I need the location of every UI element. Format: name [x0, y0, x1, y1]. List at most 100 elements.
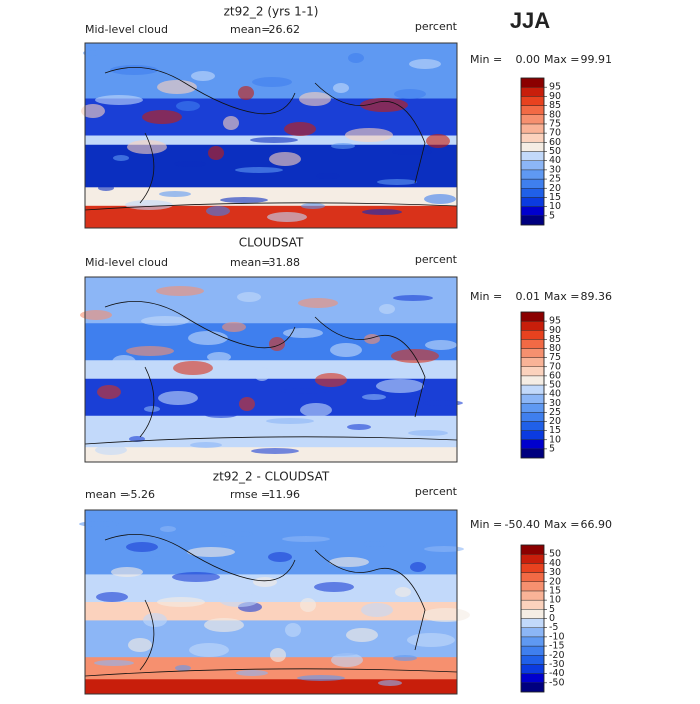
map-blob [360, 98, 408, 112]
map-blob [81, 104, 105, 118]
stat-value: 26.62 [269, 23, 301, 36]
colorbar-label: 0 [549, 613, 555, 624]
map-blob [174, 161, 206, 167]
map-blob [142, 110, 182, 124]
map-region [85, 602, 457, 621]
max-label: Max = [544, 53, 579, 66]
colorbar-label: -5 [549, 622, 558, 633]
map-blob [125, 200, 173, 210]
map-region [85, 620, 457, 658]
colorbar-box [520, 563, 545, 573]
colorbar-box [520, 664, 545, 674]
map-blob [394, 89, 426, 99]
colorbar-box [520, 197, 545, 207]
map-blob [377, 179, 417, 185]
map-blob [111, 567, 143, 577]
stat-value: -5.26 [127, 488, 155, 501]
map-blob [221, 531, 253, 537]
map-blob [253, 577, 277, 587]
colorbar-label: 90 [549, 325, 561, 336]
coastline [84, 534, 458, 677]
colorbar-label: 25 [549, 407, 561, 418]
map-blob [159, 191, 191, 197]
map-blob [206, 206, 230, 216]
colorbar-box [520, 357, 545, 367]
colorbar-box [520, 384, 545, 395]
map-blob [269, 337, 285, 351]
map-blob [395, 587, 411, 597]
colorbar-label: 75 [549, 118, 561, 129]
map-blob [284, 122, 316, 136]
map-frame [84, 509, 458, 695]
colorbar-box [520, 330, 545, 340]
map-blob [282, 536, 330, 542]
colorbar-frame [520, 77, 545, 226]
colorbar-label: -15 [549, 641, 565, 652]
colorbar-label: 85 [549, 100, 561, 111]
panel-title: zt92_2 - CLOUDSAT [213, 470, 330, 484]
map-blob [300, 403, 332, 417]
colorbar-label: 30 [549, 398, 561, 409]
coastline [84, 301, 458, 445]
map-blob [363, 541, 387, 547]
map-blob [426, 134, 450, 148]
map-blob [392, 149, 432, 155]
colorbar-box [520, 105, 545, 115]
colorbar-box [520, 311, 545, 322]
colorbar-box [520, 655, 545, 665]
map-blob [94, 660, 134, 666]
map-blob [331, 653, 363, 667]
map-blob [408, 430, 448, 436]
map-blob [222, 322, 246, 332]
map-blob [191, 71, 215, 81]
map-blob [79, 521, 119, 527]
map-blob [379, 304, 395, 314]
map-blob [270, 648, 286, 662]
map-region [85, 360, 457, 380]
map-blob [95, 95, 143, 105]
min-label: Min = [470, 53, 502, 66]
colorbar-box [520, 403, 545, 413]
colorbar-box [520, 430, 545, 440]
map-blob [266, 418, 314, 424]
map-blob [97, 385, 121, 399]
map-blob [98, 185, 114, 191]
colorbar-label: 20 [549, 416, 561, 427]
map-blob [333, 83, 349, 93]
colorbar-box [520, 682, 545, 693]
map-blob [187, 547, 235, 557]
colorbar-box [520, 151, 545, 161]
coastline [84, 67, 458, 211]
map-blob [235, 167, 283, 173]
map-blob [329, 557, 369, 567]
colorbar-label: 50 [549, 549, 561, 560]
min-label: Min = [470, 290, 502, 303]
colorbar-box [520, 188, 545, 198]
map-blob [189, 643, 229, 657]
min-label: Min = [470, 518, 502, 531]
figure-title: JJA [510, 8, 550, 33]
colorbar-box [520, 645, 545, 656]
map-blob [424, 546, 464, 552]
colorbar-label: 80 [549, 343, 561, 354]
colorbar-box [520, 348, 545, 358]
colorbar-box [520, 412, 545, 422]
map-blob [316, 173, 340, 179]
colorbar-box [520, 77, 545, 88]
map-blob [220, 197, 268, 203]
map-blob [362, 394, 386, 400]
map-blob [96, 592, 128, 602]
colorbar-label: 75 [549, 352, 561, 363]
map-blob [424, 194, 456, 204]
map-blob [407, 633, 455, 647]
map-blob [172, 572, 220, 582]
stat-value: 31.88 [269, 256, 301, 269]
map-blob [238, 86, 254, 100]
map-blob [298, 298, 338, 308]
colorbar-box [520, 169, 545, 180]
map-blob [285, 623, 301, 637]
colorbar-box [520, 673, 545, 684]
map-blob [254, 367, 270, 381]
map-blob [330, 343, 362, 357]
